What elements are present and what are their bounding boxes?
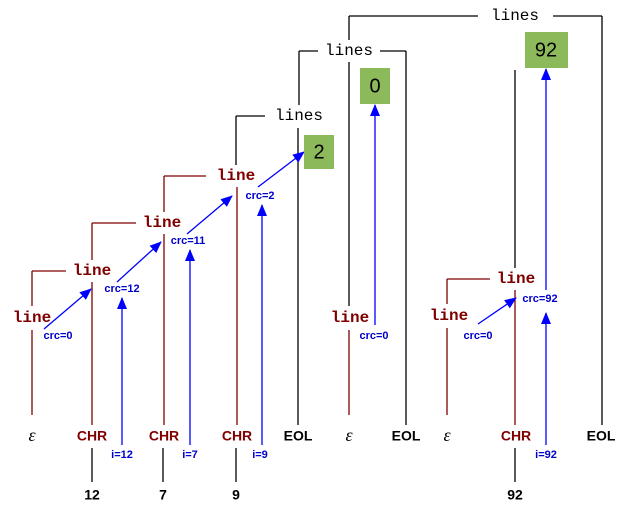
- lines-node: lines: [491, 7, 539, 25]
- number: 12: [84, 487, 100, 503]
- terminal: ε: [443, 425, 451, 445]
- line-node: line: [331, 309, 369, 327]
- line-node: line: [143, 214, 181, 232]
- line-node: line: [217, 167, 255, 185]
- lines-node: lines: [275, 107, 323, 125]
- terminal: EOL: [284, 428, 313, 444]
- line-node: line: [73, 262, 111, 280]
- line-node: line: [13, 309, 51, 327]
- terminal: EOL: [392, 428, 421, 444]
- crc-label: crc=2: [245, 190, 274, 202]
- crc-label: crc=0: [463, 330, 492, 342]
- crc-label: crc=0: [43, 330, 72, 342]
- value: 0: [369, 75, 380, 97]
- terminal: CHR: [501, 428, 531, 444]
- data-flow-arrows: [43, 68, 551, 445]
- crc-label: crc=0: [359, 330, 388, 342]
- terminal: EOL: [587, 428, 616, 444]
- labels: lines lines lines 92 0 2 line line line …: [13, 6, 616, 503]
- lines-edges: [91, 15, 603, 482]
- crc-label: crc=12: [104, 283, 139, 295]
- index-label: i=12: [111, 449, 133, 461]
- index-label: i=9: [252, 449, 268, 461]
- value-box: [304, 135, 334, 169]
- number: 7: [159, 487, 167, 503]
- crc-label: crc=92: [522, 293, 557, 305]
- lines-node: lines: [325, 42, 373, 60]
- index-label: i=7: [182, 449, 198, 461]
- line-edges: [31, 175, 516, 425]
- terminal: CHR: [149, 428, 179, 444]
- value: 92: [535, 39, 557, 61]
- value-box: [360, 68, 390, 104]
- value: 2: [313, 141, 324, 163]
- number: 9: [232, 487, 240, 503]
- line-node: line: [497, 270, 535, 288]
- terminal: CHR: [222, 428, 252, 444]
- line-node: line: [430, 307, 468, 325]
- terminal: CHR: [77, 428, 107, 444]
- crc-label: crc=11: [171, 235, 206, 247]
- value-boxes: [304, 32, 568, 169]
- value-box: [525, 32, 568, 68]
- number: 92: [507, 487, 523, 503]
- index-label: i=92: [535, 449, 557, 461]
- terminal: ε: [28, 425, 36, 445]
- terminal: ε: [345, 425, 353, 445]
